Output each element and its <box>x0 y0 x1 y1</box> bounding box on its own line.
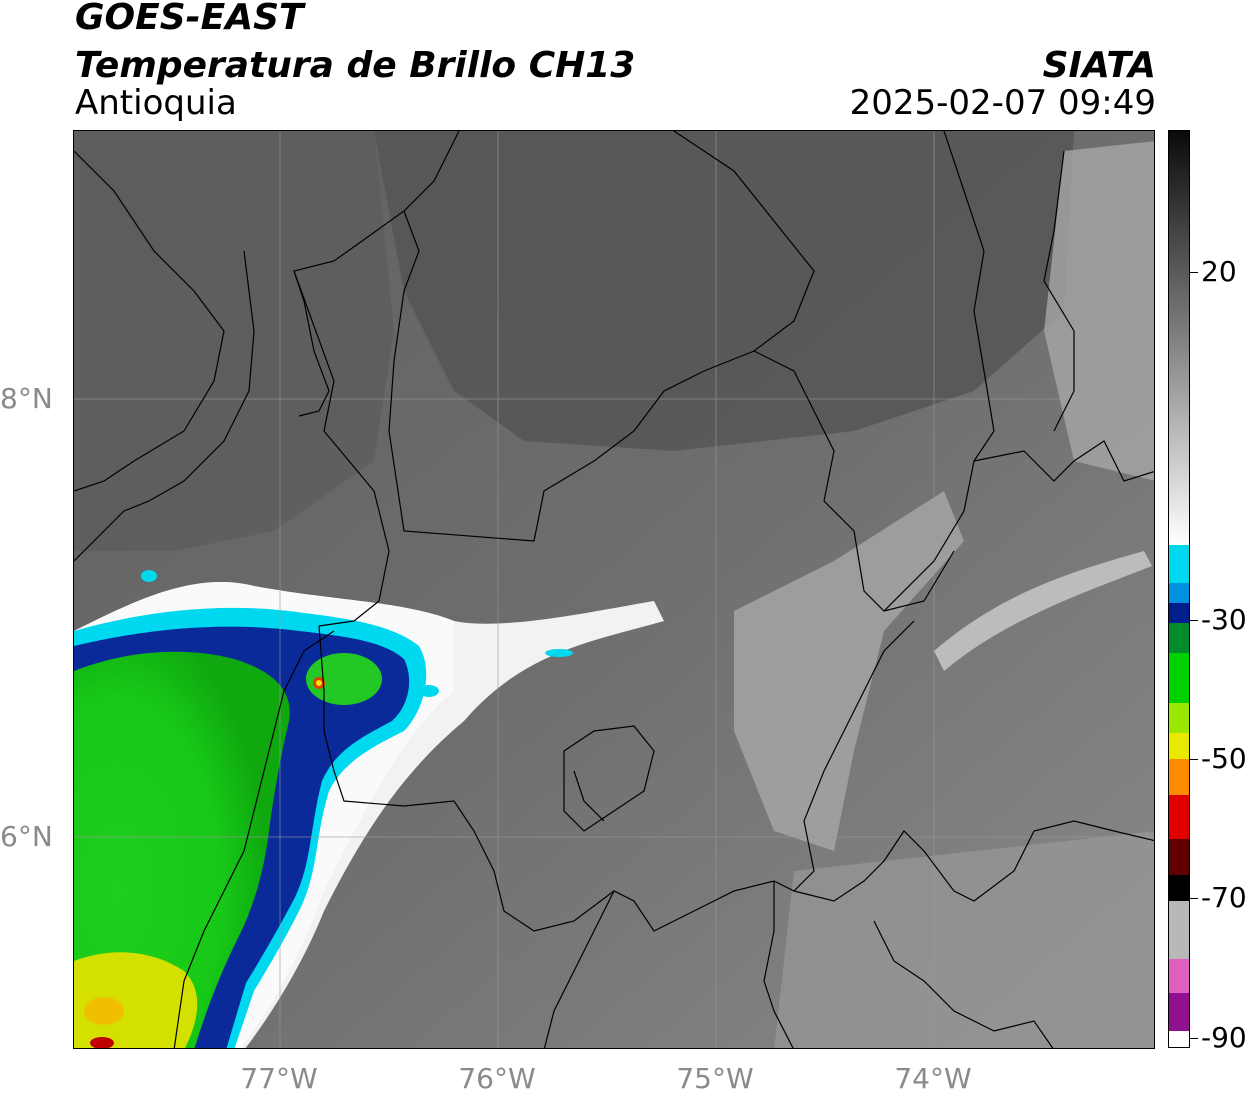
southeast-border <box>873 920 1054 1048</box>
cloud-cell-center <box>316 680 322 686</box>
risaralda-border <box>543 890 615 1048</box>
pacific-coast <box>74 150 225 492</box>
agency-label: SIATA <box>1042 45 1156 86</box>
colorbar-lightblue <box>1169 583 1189 603</box>
light-region-valley <box>734 491 964 851</box>
colorbar-green <box>1169 653 1189 703</box>
cloud-cell-green <box>306 653 382 705</box>
colorbar-darkred <box>1169 839 1189 875</box>
caldas-border <box>793 820 1154 902</box>
colorbar-label-20: 20 <box>1201 255 1237 288</box>
colorbar-tick-1 <box>1190 272 1198 273</box>
eastern-border-2 <box>1043 150 1075 432</box>
region-label: Antioquia <box>75 83 237 123</box>
colorbar-black <box>1169 875 1189 901</box>
cloud-fleck-3 <box>141 570 157 582</box>
colorbar-red <box>1169 795 1189 839</box>
antioquia-east-border <box>753 131 995 612</box>
colorbar-pink <box>1169 959 1189 993</box>
graticule <box>74 131 1154 1048</box>
colorbar-greys <box>1169 901 1189 959</box>
dark-region-north <box>374 131 1074 451</box>
colorbar-tick-2 <box>1190 620 1198 621</box>
colorbar-cyan <box>1169 545 1189 583</box>
colorbar-tick-4 <box>1190 898 1198 899</box>
magdalena-river <box>883 550 955 612</box>
colorbar-label-minus70: -70 <box>1201 881 1247 914</box>
cloud-fleck-2 <box>419 685 439 697</box>
cloud-yellow-spot <box>84 997 124 1025</box>
lon-label-74w: 74°W <box>894 1062 972 1095</box>
gulf-west-coast <box>74 250 255 562</box>
colorbar-warm <box>1169 131 1189 545</box>
cloud-red-spot <box>90 1037 114 1048</box>
cloud-green-core <box>74 651 290 1048</box>
colorbar-purple <box>1169 993 1189 1031</box>
product-title: Temperatura de Brillo CH13 <box>75 45 636 86</box>
gulf-east-coast <box>293 270 330 417</box>
colorbar-yellow <box>1169 733 1189 759</box>
colorbar-label-minus30: -30 <box>1201 603 1247 636</box>
coastline-uraba <box>293 131 460 627</box>
eastern-border <box>973 440 1154 482</box>
colorbar-white <box>1169 1031 1189 1047</box>
enclave-border <box>563 725 655 832</box>
colorbar-lime <box>1169 703 1189 733</box>
colorbar-orange <box>1169 759 1189 795</box>
colorbar-label-minus90: -90 <box>1201 1021 1247 1054</box>
boundaries <box>74 131 1154 1048</box>
enclave-south <box>573 770 605 822</box>
lon-label-77w: 77°W <box>240 1062 318 1095</box>
choco-inner-border <box>173 630 335 1048</box>
colorbar-svg <box>1169 131 1189 1047</box>
datetime-label: 2025-02-07 09:49 <box>849 83 1156 123</box>
satellite-map <box>73 130 1155 1049</box>
colorbar-darkgreen <box>1169 623 1189 653</box>
light-streak-east <box>934 551 1152 671</box>
cloud-fleck-1 <box>545 649 573 657</box>
lon-label-75w: 75°W <box>676 1062 754 1095</box>
light-region-south <box>774 831 1154 1048</box>
lat-label-8n: 8°N <box>0 382 53 415</box>
caldas-south-border <box>763 881 794 1048</box>
colorbar <box>1168 130 1190 1048</box>
lat-label-6n: 6°N <box>0 820 53 853</box>
colorbar-label-minus50: -50 <box>1201 742 1247 775</box>
satellite-title: GOES-EAST <box>75 0 304 38</box>
colorbar-tick-5 <box>1190 1038 1198 1039</box>
dark-region-northwest <box>74 131 394 551</box>
lon-label-76w: 76°W <box>458 1062 536 1095</box>
antioquia-north-border <box>388 131 815 542</box>
colorbar-tick-3 <box>1190 759 1198 760</box>
antioquia-south-border <box>318 620 915 932</box>
map-svg <box>74 131 1154 1048</box>
colorbar-blue <box>1169 603 1189 623</box>
